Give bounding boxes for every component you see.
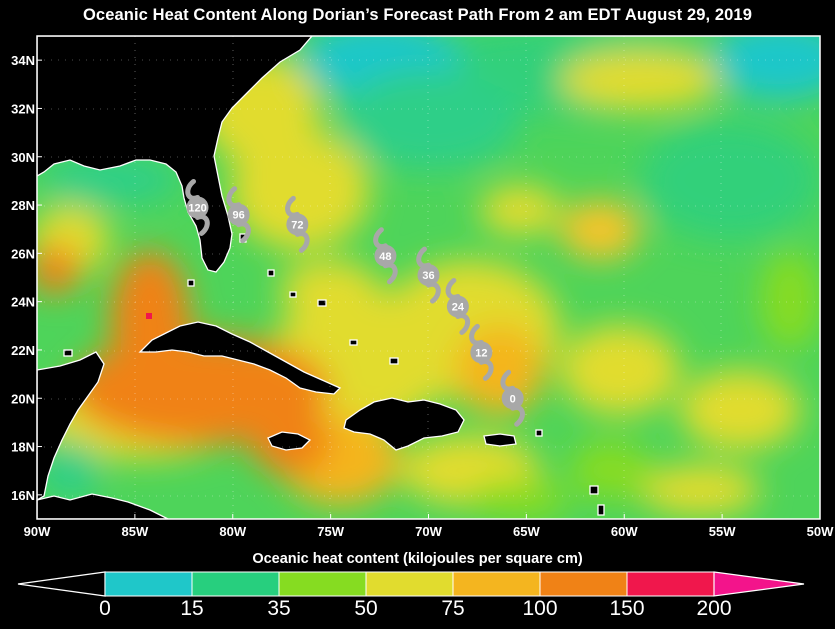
lon-tick-label: 50W xyxy=(807,524,834,539)
colorbar-title: Oceanic heat content (kilojoules per squ… xyxy=(252,551,583,567)
colorbar-swatch xyxy=(539,571,628,597)
hurricane-symbol-icon: 12 xyxy=(469,323,494,381)
lon-tick-label: 55W xyxy=(709,524,736,539)
colorbar-swatch xyxy=(191,571,280,597)
lon-tick-label: 70W xyxy=(415,524,442,539)
forecast-hour-label: 48 xyxy=(379,251,391,263)
map-title: Oceanic Heat Content Along Dorian’s Fore… xyxy=(83,6,752,24)
lon-tick-label: 90W xyxy=(24,524,51,539)
mexico-yucatan xyxy=(37,351,105,501)
colorbar-swatch xyxy=(278,571,367,597)
forecast-track: 0 12 24 36 48 72 96 120 xyxy=(185,178,525,427)
colorbar-over-arrow xyxy=(713,571,805,597)
hot-spot xyxy=(146,313,152,319)
lat-tick-label: 18N xyxy=(11,440,35,455)
lon-tick-label: 85W xyxy=(122,524,149,539)
lon-tick-label: 60W xyxy=(611,524,638,539)
cuba xyxy=(138,321,342,395)
forecast-hour-label: 120 xyxy=(188,202,206,214)
forecast-hour-label: 72 xyxy=(291,219,303,231)
colorbar-tick-label: 100 xyxy=(522,597,558,620)
colorbar-swatch xyxy=(365,571,454,597)
forecast-hour-label: 24 xyxy=(452,301,465,313)
forecast-hour-label: 96 xyxy=(232,210,244,222)
hurricane-symbol-icon: 72 xyxy=(285,195,310,253)
colorbar-tick-label: 200 xyxy=(696,597,732,620)
colorbar-tick-label: 75 xyxy=(441,597,465,620)
puerto-rico xyxy=(483,433,517,447)
forecast-hour-label: 36 xyxy=(422,270,434,282)
lat-tick-label: 28N xyxy=(11,198,35,213)
lat-tick-label: 26N xyxy=(11,246,35,261)
land-masses xyxy=(37,36,605,519)
lon-tick-label: 65W xyxy=(513,524,540,539)
axis-labels: 90W 85W 80W 75W 70W 65W 60W 55W 50W 16N 18N 20N 22N 2… xyxy=(11,53,834,539)
colorbar-swatch xyxy=(104,571,193,597)
lat-tick-label: 30N xyxy=(11,150,35,165)
lat-tick-label: 16N xyxy=(11,488,35,503)
lat-tick-label: 20N xyxy=(11,391,35,406)
hurricane-symbol-icon: 36 xyxy=(416,246,441,304)
hurricane-symbol-icon: 48 xyxy=(373,227,398,285)
colorbar-tick-label: 15 xyxy=(180,597,204,620)
hurricane-symbol-icon: 120 xyxy=(185,178,210,236)
hurricane-symbol-icon: 96 xyxy=(226,186,251,244)
hurricane-symbol-icon: 24 xyxy=(445,277,471,335)
lon-tick-label: 80W xyxy=(219,524,246,539)
colorbar xyxy=(17,571,805,597)
colorbar-swatch xyxy=(626,571,715,597)
jamaica xyxy=(267,431,312,451)
colorbar-tick-label: 50 xyxy=(354,597,378,620)
colorbar-tick-label: 0 xyxy=(99,597,111,620)
colorbar-under-arrow xyxy=(17,571,106,597)
lat-tick-label: 34N xyxy=(11,53,35,68)
colorbar-tick-label: 150 xyxy=(609,597,645,620)
hispaniola xyxy=(343,397,465,451)
forecast-hour-label: 0 xyxy=(510,393,516,405)
lat-tick-label: 32N xyxy=(11,101,35,116)
hurricane-symbol-icon: 0 xyxy=(500,369,525,427)
us-mainland xyxy=(37,36,313,273)
forecast-hour-label: 12 xyxy=(475,347,487,359)
colorbar-swatch xyxy=(452,571,541,597)
colorbar-tick-label: 35 xyxy=(267,597,291,620)
lon-tick-label: 75W xyxy=(317,524,344,539)
lat-tick-label: 24N xyxy=(11,295,35,310)
lat-tick-label: 22N xyxy=(11,343,35,358)
